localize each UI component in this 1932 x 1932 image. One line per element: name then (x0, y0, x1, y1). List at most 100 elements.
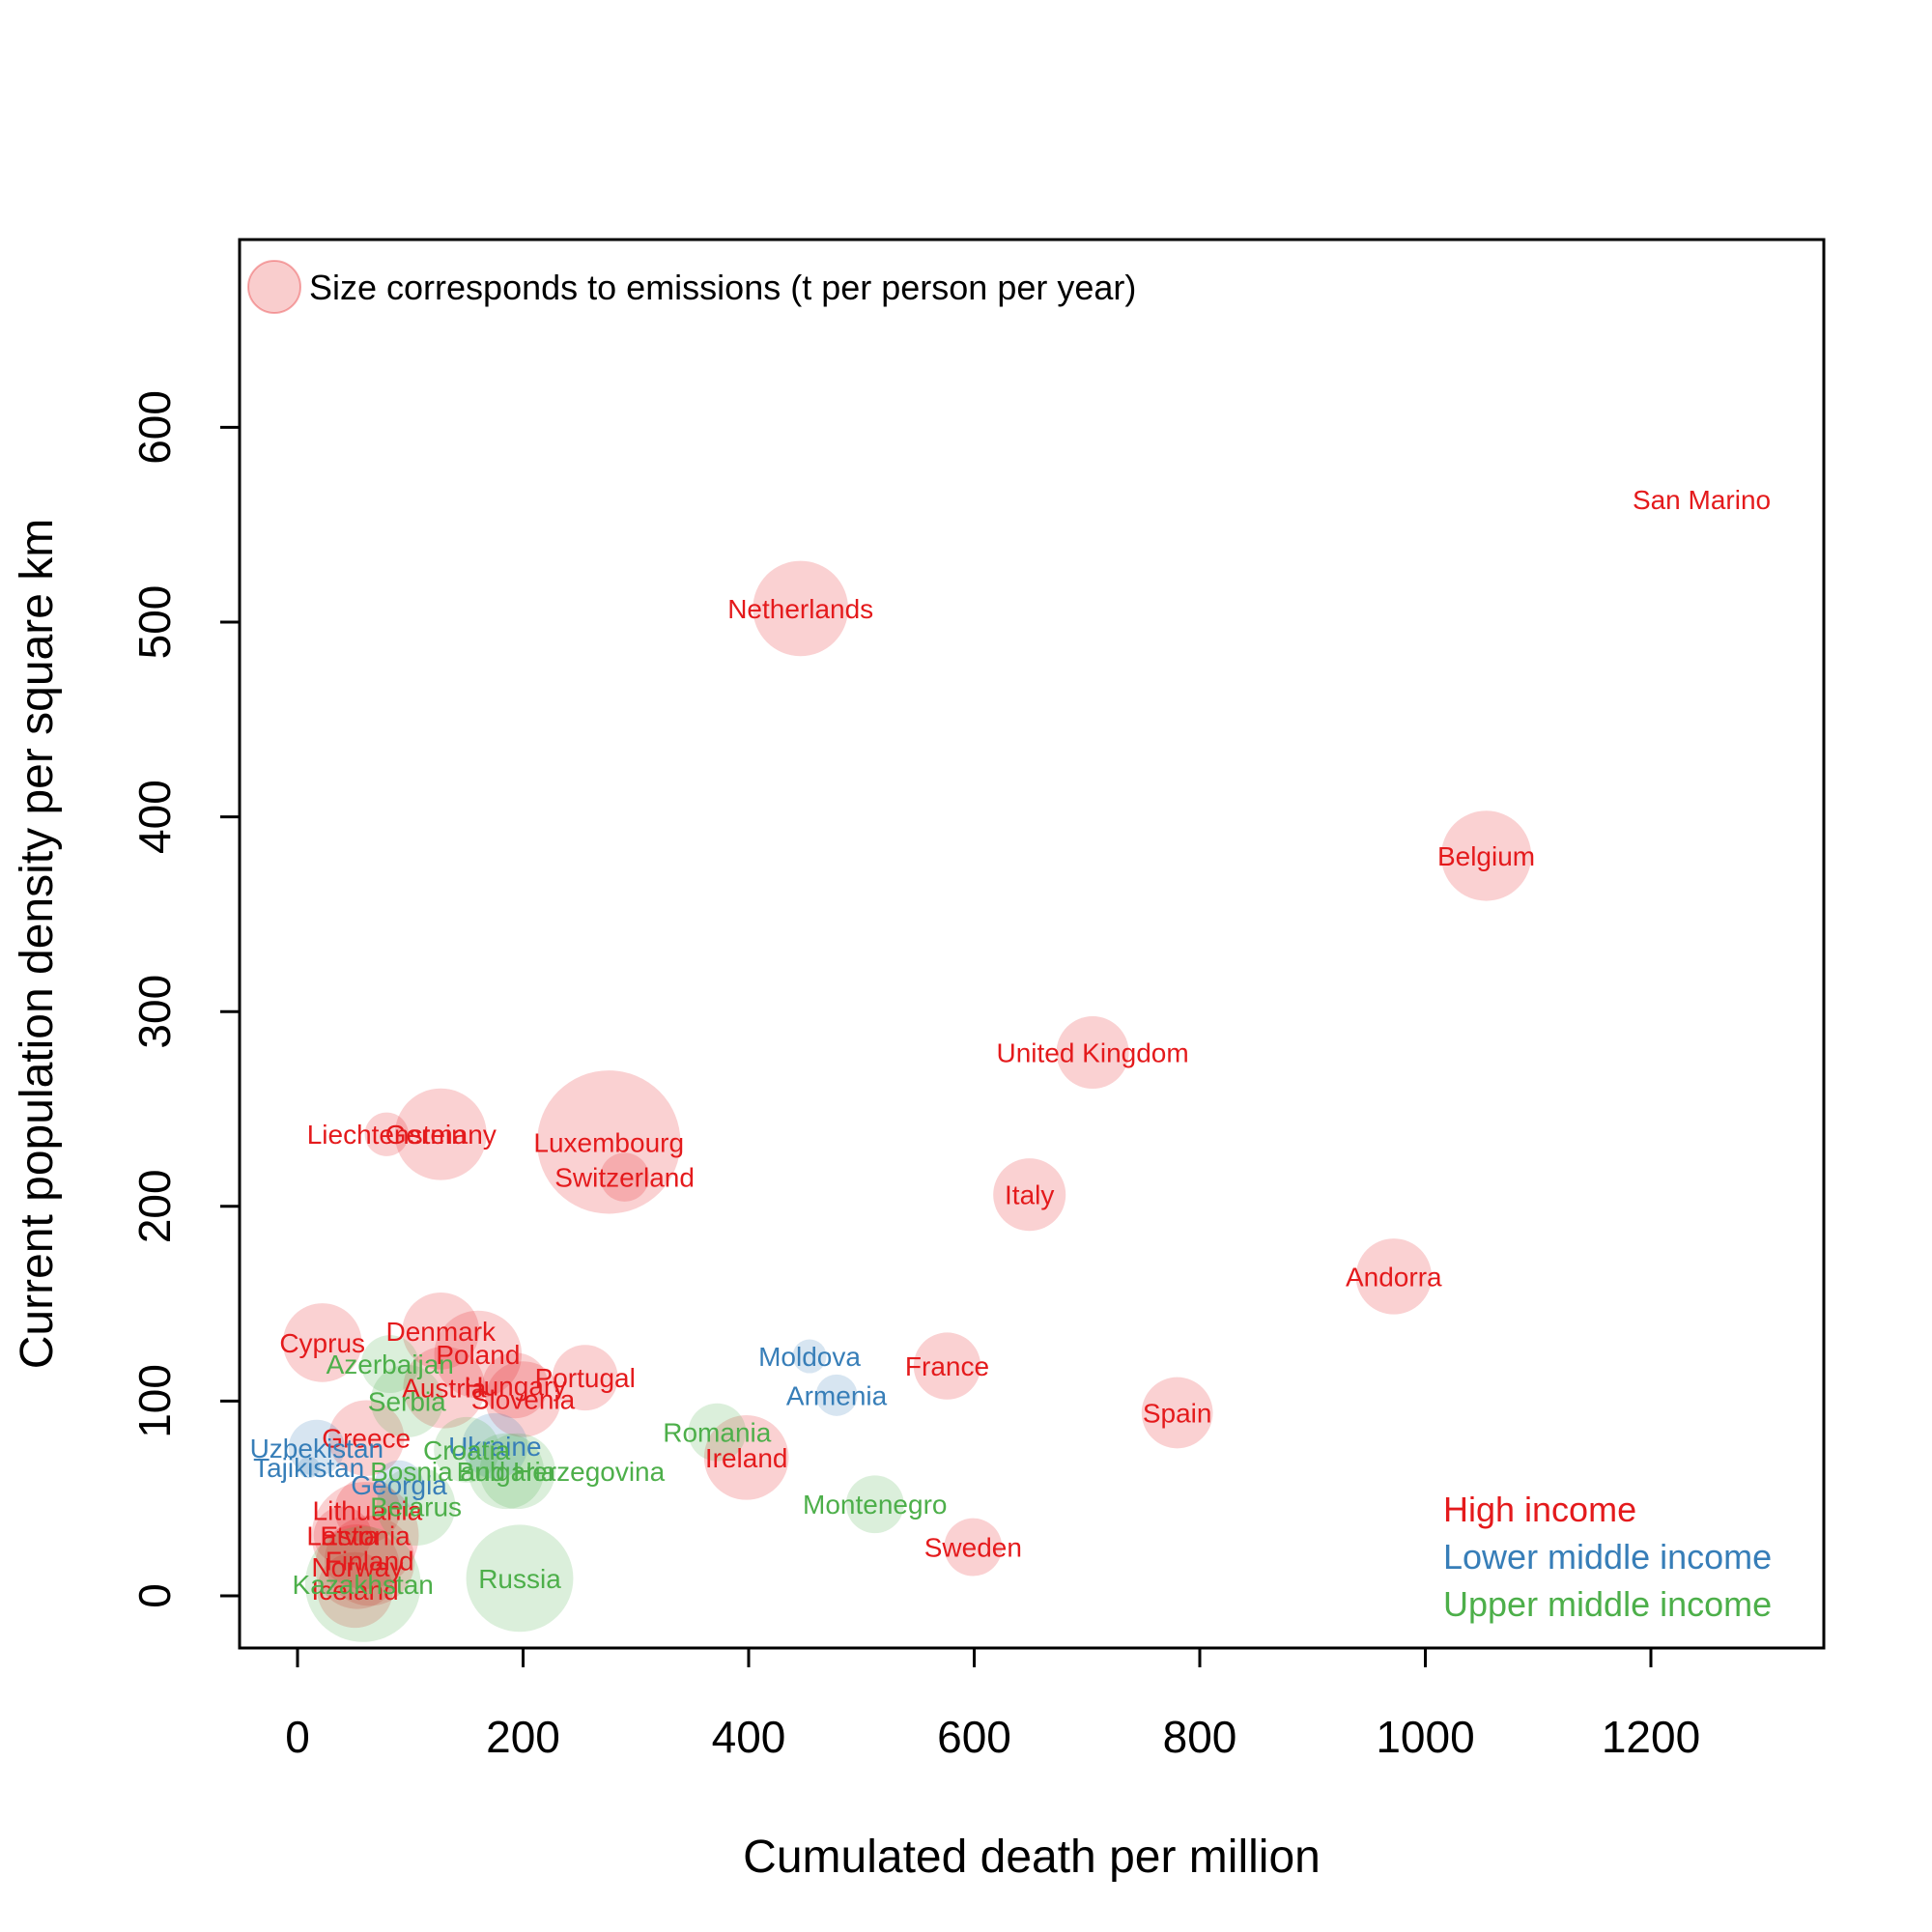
bubble-uzbekistan (288, 1419, 345, 1476)
point-label-armenia: Armenia (786, 1380, 888, 1410)
y-tick-label: 100 (129, 1364, 180, 1438)
y-tick-label: 400 (129, 780, 180, 854)
point-label-sweden: Sweden (924, 1533, 1022, 1563)
size-note-bubble (247, 260, 301, 314)
x-tick-label: 1200 (1602, 1712, 1700, 1762)
legend-item: Upper middle income (1443, 1584, 1772, 1624)
bubble-andorra (1355, 1238, 1433, 1315)
bubble-sweden (944, 1518, 1003, 1577)
point-label-estonia: Estonia (320, 1521, 411, 1551)
bubble-greece (328, 1400, 405, 1476)
point-label-serbia: Serbia (368, 1386, 446, 1416)
point-label-san-marino: San Marino (1633, 485, 1771, 515)
bubble-norway (315, 1523, 400, 1609)
bubble-finland (325, 1516, 415, 1606)
bubble-italy (993, 1158, 1066, 1232)
x-axis-title: Cumulated death per million (743, 1832, 1321, 1883)
point-label-france: France (905, 1351, 989, 1381)
point-label-portugal: Portugal (535, 1363, 636, 1393)
point-label-luxembourg: Luxembourg (533, 1127, 684, 1157)
bubble-azerbaijan (360, 1335, 419, 1394)
point-label-croatia: Croatia (423, 1435, 511, 1465)
bubble-kazakhstan (304, 1526, 421, 1642)
point-label-poland: Poland (436, 1340, 520, 1370)
point-label-russia: Russia (478, 1564, 561, 1594)
bubble-bulgaria (468, 1433, 545, 1510)
point-label-uzbekistan: Uzbekistan (250, 1434, 384, 1463)
point-label-germany: Germany (385, 1120, 497, 1150)
point-label-denmark: Denmark (385, 1317, 497, 1347)
bubble-belarus (376, 1466, 456, 1547)
point-label-switzerland: Switzerland (554, 1163, 695, 1193)
x-axis: 0 200 400 600 800 1000 1200 (285, 1646, 1700, 1762)
point-label-austria: Austria (402, 1373, 487, 1403)
x-tick-label: 200 (486, 1712, 560, 1762)
bubble-cyprus (282, 1303, 362, 1382)
point-label-ireland: Ireland (705, 1443, 788, 1473)
bubble-bosnia-and-herzegovina (479, 1433, 555, 1510)
point-label-lithuania: Lithuania (313, 1495, 423, 1525)
legend: High income Lower middle income Upper midd… (1443, 1490, 1772, 1624)
point-label-finland: Finland (326, 1547, 414, 1577)
bubble-denmark (402, 1292, 480, 1370)
y-axis-title: Current population density per square km (12, 519, 63, 1369)
bubble-slovenia (485, 1361, 561, 1437)
point-label-kazakhstan: Kazakhstan (293, 1570, 434, 1600)
point-label-georgia: Georgia (351, 1470, 447, 1500)
bubble-armenia (815, 1374, 858, 1416)
bubble-moldova (792, 1339, 827, 1374)
size-note: Size corresponds to emissions (t per per… (247, 260, 1136, 314)
bubble-austria (403, 1346, 486, 1429)
y-tick-label: 0 (129, 1583, 180, 1608)
point-label-united-kingdom: United Kingdom (996, 1038, 1188, 1068)
point-label-moldova: Moldova (758, 1342, 861, 1372)
y-tick-label: 300 (129, 975, 180, 1049)
y-tick-label: 600 (129, 390, 180, 465)
bubble-portugal (552, 1345, 618, 1411)
bubble-hungary (482, 1352, 549, 1419)
x-tick-label: 600 (937, 1712, 1011, 1762)
point-label-belarus: Belarus (370, 1492, 462, 1521)
bubble-germany (394, 1088, 487, 1180)
y-tick-label: 200 (129, 1169, 180, 1243)
bubble-netherlands (753, 560, 849, 657)
bubble-iceland (317, 1551, 393, 1629)
point-label-cyprus: Cyprus (279, 1328, 365, 1358)
bubble-liechtenstein (364, 1112, 409, 1156)
y-axis: 0 100 200 300 400 500 600 (129, 390, 242, 1608)
point-label-norway: Norway (311, 1552, 403, 1582)
point-label-belgium: Belgium (1437, 841, 1535, 871)
x-tick-label: 0 (285, 1712, 310, 1762)
labels-layer: San Marino Netherlands Belgium United Kingd… (250, 485, 1772, 1605)
bubble-russia (466, 1524, 574, 1633)
bubble-estonia (311, 1482, 419, 1589)
point-label-greece: Greece (322, 1424, 411, 1454)
point-label-ukraine: Ukraine (448, 1432, 541, 1462)
bubble-georgia (374, 1460, 424, 1510)
bubble-montenegro (845, 1475, 904, 1534)
bubble-serbia (370, 1364, 443, 1437)
point-label-slovenia: Slovenia (471, 1384, 576, 1414)
point-label-romania: Romania (663, 1418, 771, 1448)
bubble-lithuania (334, 1477, 401, 1544)
point-label-latvia: Latvia (306, 1521, 379, 1551)
point-label-andorra: Andorra (1346, 1262, 1442, 1292)
size-note-text: Size corresponds to emissions (t per per… (309, 268, 1136, 307)
legend-item: Lower middle income (1443, 1537, 1772, 1577)
bubble-ukraine (462, 1412, 528, 1479)
bubble-croatia (434, 1416, 500, 1483)
bubble-poland (434, 1310, 523, 1399)
x-tick-label: 400 (712, 1712, 786, 1762)
point-label-liechtenstein: Liechtenstein (307, 1120, 467, 1150)
x-tick-label: 1000 (1376, 1712, 1474, 1762)
bubbles-layer (282, 560, 1532, 1642)
bubble-belgium (1440, 810, 1532, 901)
point-label-tajikistan: Tajikistan (253, 1453, 364, 1483)
point-label-iceland: Iceland (311, 1576, 398, 1605)
bubble-united-kingdom (1056, 1016, 1129, 1090)
point-label-netherlands: Netherlands (727, 594, 873, 624)
point-label-bosnia-and-herzegovina: Bosnia and Herzegovina (370, 1457, 666, 1487)
point-label-bulgaria: Bulgaria (457, 1457, 556, 1487)
legend-item: High income (1443, 1490, 1636, 1529)
